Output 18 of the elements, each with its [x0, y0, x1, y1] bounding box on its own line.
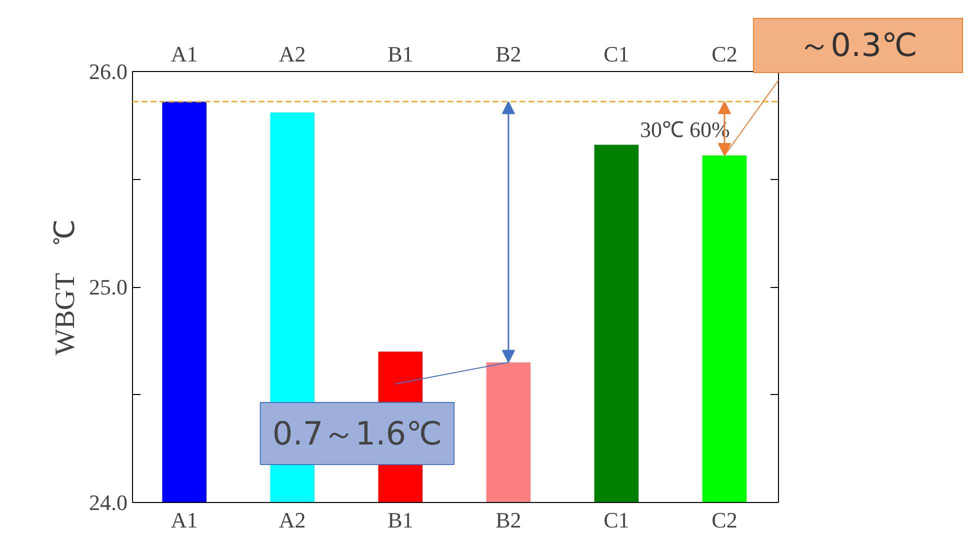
x-tick-label: B2 — [496, 508, 522, 532]
x-tick-label: C1 — [604, 508, 630, 532]
y-tick-label: 25.0 — [89, 274, 128, 300]
annotation: 0.7～1.6℃ — [272, 414, 442, 453]
y-tick-label: 26.0 — [89, 59, 128, 84]
category-label: B1 — [388, 42, 414, 66]
category-label: A2 — [278, 42, 306, 66]
x-tick-label: B1 — [388, 508, 414, 532]
category-label: C1 — [604, 42, 630, 66]
x-tick-label: C2 — [712, 508, 738, 532]
category-label: C2 — [712, 42, 738, 66]
x-tick-label: A1 — [170, 508, 198, 532]
y-tick-label: 24.0 — [89, 490, 128, 515]
category-label: A1 — [170, 42, 198, 66]
x-tick-label: A2 — [278, 508, 306, 532]
y-axis-title: WBGT ℃ — [50, 219, 81, 356]
category-label: B2 — [496, 42, 522, 66]
annotation: ～0.3℃ — [798, 24, 918, 66]
